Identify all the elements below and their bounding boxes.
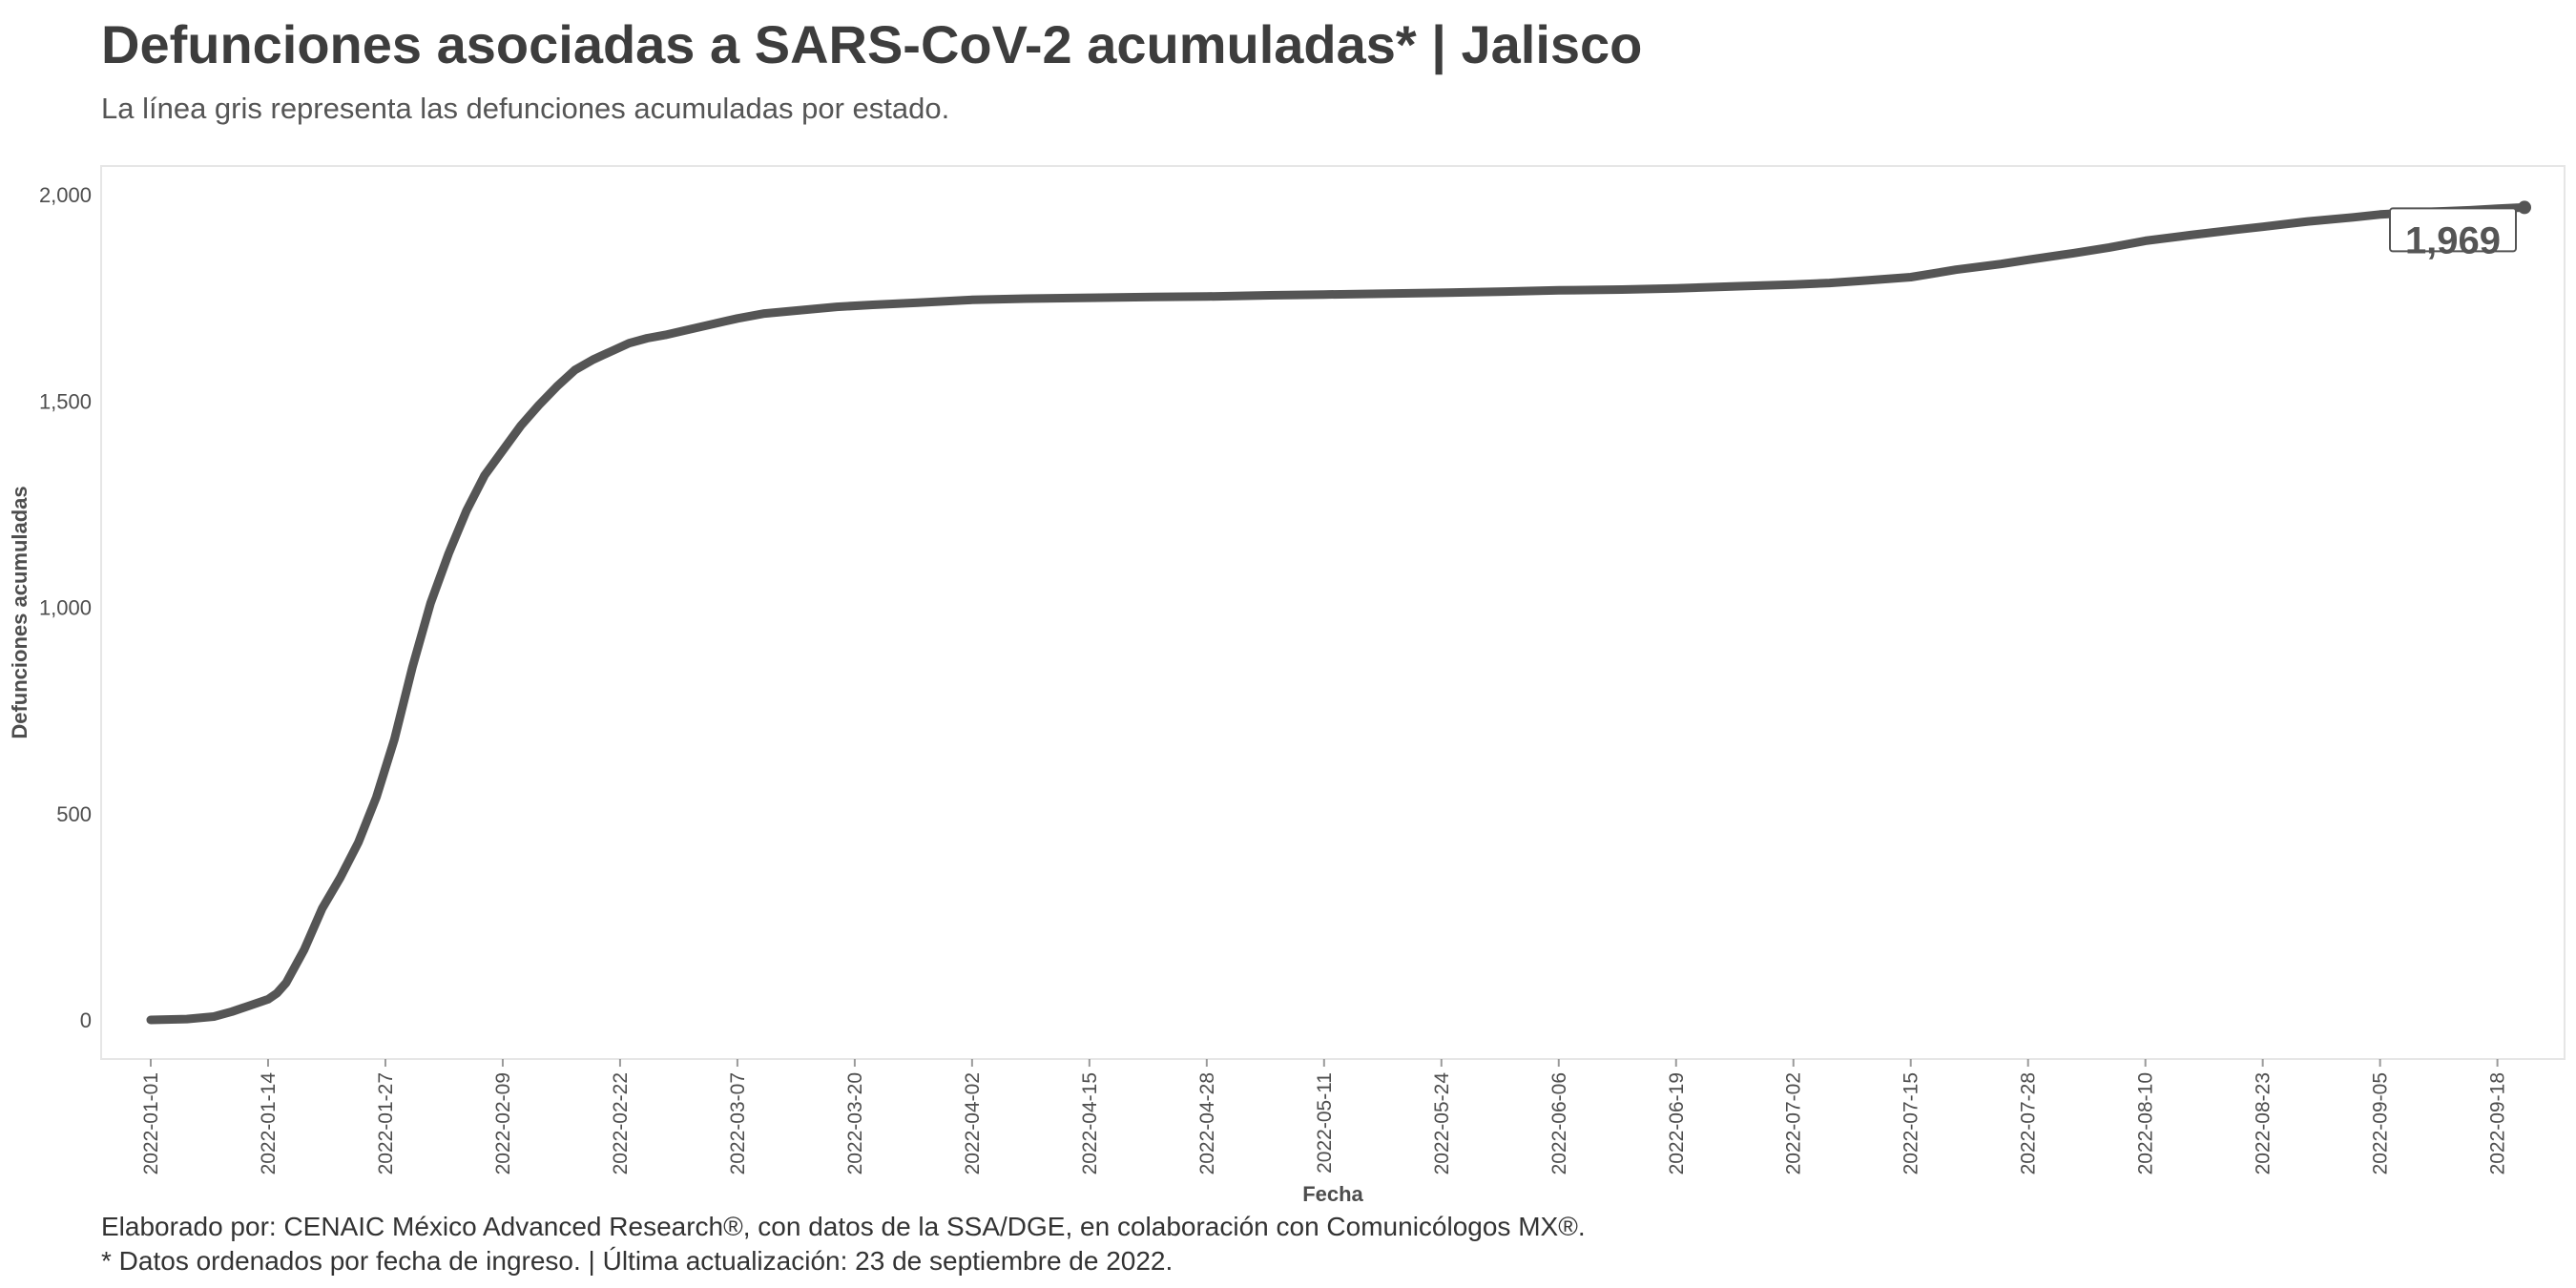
series-line-defunciones <box>146 202 2529 1025</box>
x-tick-label: 2022-01-14 <box>258 1072 280 1175</box>
x-tick-label: 2022-04-02 <box>962 1072 984 1174</box>
x-axis-title: Fecha <box>1302 1182 1363 1206</box>
x-tick-label: 2022-05-24 <box>1431 1072 1453 1175</box>
y-tick-label: 500 <box>56 802 92 826</box>
x-tick-label: 2022-08-10 <box>2135 1072 2157 1174</box>
x-tick-label: 2022-09-05 <box>2370 1072 2392 1174</box>
y-axis-title: Defunciones acumuladas <box>8 486 31 738</box>
x-axis-ticks: 2022-01-01 2022-01-14 2022-01-27 2022-02-09… <box>140 1059 2509 1174</box>
x-tick-label: 2022-05-11 <box>1314 1072 1336 1174</box>
footer-note: * Datos ordenados por fecha de ingreso. … <box>101 1246 1174 1276</box>
plot-panel <box>100 165 2566 1060</box>
x-tick-label: 2022-01-27 <box>375 1072 397 1174</box>
y-tick-label: 0 <box>80 1008 92 1032</box>
x-tick-label: 2022-03-07 <box>727 1072 749 1174</box>
end-point-marker <box>2518 200 2531 215</box>
y-tick-label: 1,500 <box>39 389 92 413</box>
end-label-box <box>2389 207 2517 253</box>
x-tick-label: 2022-09-18 <box>2487 1072 2509 1174</box>
end-label: 1,969 <box>2405 219 2501 261</box>
chart-title: Defunciones asociadas a SARS-CoV-2 acumu… <box>101 14 1643 74</box>
chart-subtitle: La línea gris representa las defunciones… <box>101 92 950 125</box>
x-tick-label: 2022-02-09 <box>492 1072 514 1174</box>
x-tick-label: 2022-06-19 <box>1666 1072 1688 1174</box>
y-tick-label: 2,000 <box>39 183 92 207</box>
x-tick-label: 2022-07-28 <box>2018 1072 2040 1174</box>
x-tick-label: 2022-01-01 <box>140 1072 162 1174</box>
x-tick-label: 2022-03-20 <box>844 1072 866 1174</box>
x-tick-label: 2022-08-23 <box>2253 1072 2275 1174</box>
footer-source: Elaborado por: CENAIC México Advanced Re… <box>101 1212 1586 1241</box>
x-tick-label: 2022-06-06 <box>1548 1072 1570 1174</box>
x-tick-label: 2022-02-22 <box>610 1072 632 1174</box>
y-tick-label: 1,000 <box>39 596 92 620</box>
x-tick-label: 2022-04-15 <box>1079 1072 1101 1174</box>
y-axis-ticks: 0 500 1,000 1,500 2,000 <box>39 183 92 1032</box>
x-tick-label: 2022-04-28 <box>1196 1072 1218 1174</box>
x-tick-label: 2022-07-02 <box>1783 1072 1805 1174</box>
x-tick-label: 2022-07-15 <box>1901 1072 1922 1174</box>
